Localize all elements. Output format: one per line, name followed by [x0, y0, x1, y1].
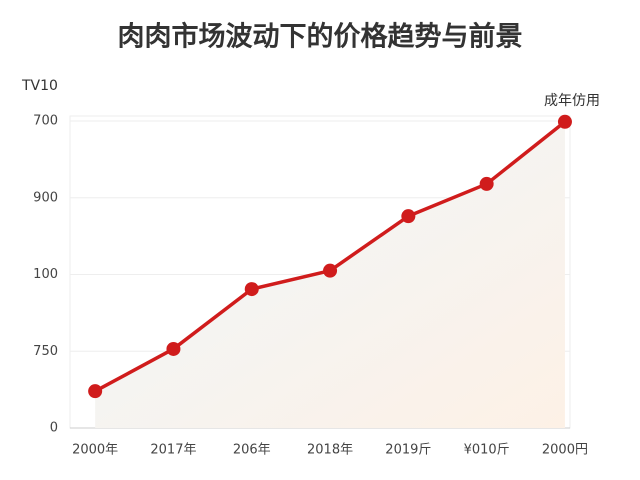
y-tick-label: 900 — [33, 190, 58, 205]
y-tick-label: 100 — [33, 267, 58, 282]
y-tick-label: 700 — [33, 114, 58, 129]
x-tick-label: 2019斤 — [385, 443, 431, 458]
y-axis-label: TV10 — [21, 78, 58, 94]
x-tick-label: ¥010斤 — [464, 443, 510, 458]
x-tick-label: 2017年 — [150, 443, 196, 458]
x-tick-label: 2000円 — [542, 443, 588, 458]
point — [557, 114, 572, 129]
x-tick-label: 2018年 — [307, 443, 353, 458]
annotation: 成年仿用 — [544, 93, 600, 109]
x-tick-label: 2000年 — [72, 443, 118, 458]
y-tick-label: 750 — [33, 344, 58, 359]
x-tick-label: 206年 — [233, 443, 271, 458]
chart-title: 肉肉市场波动下的价格趋势与前景 — [118, 21, 523, 53]
y-tick-label: 0 — [50, 421, 58, 436]
point — [479, 176, 494, 191]
point — [323, 263, 338, 278]
point — [401, 209, 416, 224]
point — [88, 384, 103, 399]
point — [166, 341, 181, 356]
point — [244, 282, 259, 297]
